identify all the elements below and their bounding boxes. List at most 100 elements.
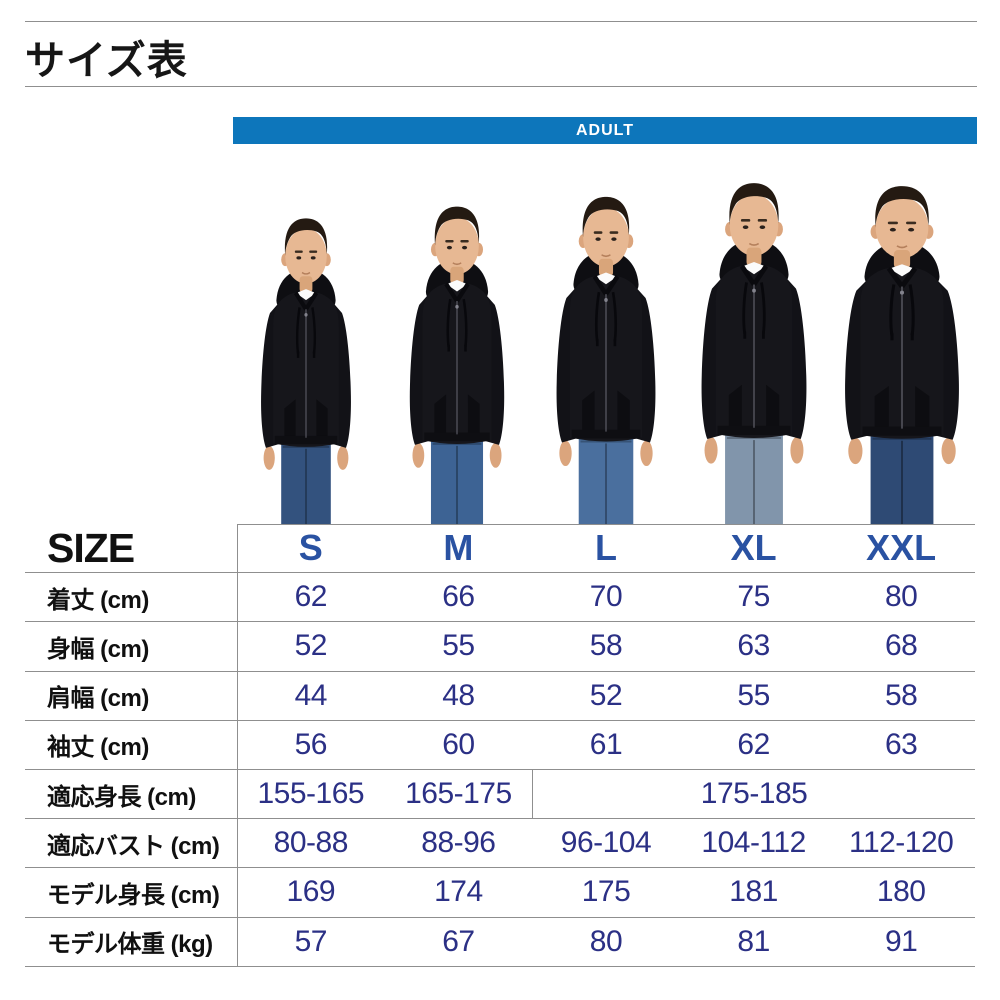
adult-banner: ADULT [233,117,977,144]
row-1-cell-0: 52 [237,622,385,672]
row-6-cell-2: 175 [532,868,680,918]
row-label-0: 着丈 (cm) [25,573,237,623]
row-3-cell-4: 63 [827,721,975,770]
row-0-cell-0: 62 [237,573,385,623]
row-5-cell-4-text: 112-120 [848,826,954,860]
row-6-cell-2-text: 175 [581,875,631,909]
row-4-cell-0-text: 155-165 [257,777,365,811]
row-label-3: 袖丈 (cm) [25,721,237,770]
row-0-cell-0-text: 62 [294,580,328,614]
model-photo-xl [684,176,824,524]
row-6-cell-3-text: 181 [729,875,778,909]
row-2-cell-2: 52 [532,672,680,721]
size-column-m-text: M [443,527,474,569]
row-7-cell-2-text: 80 [589,924,623,958]
size-column-s: S [237,524,385,574]
row-0-cell-2-text: 70 [589,580,623,614]
row-label-1: 身幅 (cm) [25,622,237,672]
row-7-cell-4-text: 91 [884,924,918,958]
row-5-cell-4: 112-120 [827,819,975,869]
row-4-cell-0: 155-165 [237,770,385,820]
row-6-cell-1-text: 174 [434,875,483,909]
row-7-cell-1-text: 67 [442,924,475,958]
row-1-cell-3: 63 [679,622,828,672]
row-label-1-text: 身幅 (cm) [47,635,149,663]
row-label-6-text: モデル身長 (cm) [47,881,220,909]
size-table: SIZE S M L XL XXL 着丈 (cm) 62 66 70 75 80 身幅 (cm) 52 55… [25,524,975,967]
row-5-cell-0: 80-88 [237,819,385,869]
row-2-cell-1-text: 48 [442,678,475,712]
row-7-cell-3-text: 81 [737,924,770,958]
adult-banner-label: ADULT [575,121,635,139]
row-1-cell-0-text: 52 [294,629,328,663]
row-7-cell-0: 57 [237,918,385,967]
row-label-0-text: 着丈 (cm) [47,586,149,614]
row-0-cell-4-text: 80 [884,580,918,614]
size-column-s-text: S [298,527,323,569]
row-0-cell-4: 80 [827,573,975,623]
size-header-label: SIZE [25,524,237,574]
row-7-cell-1: 67 [384,918,533,967]
row-2-cell-4: 58 [827,672,975,721]
row-5-cell-2: 96-104 [532,819,680,869]
row-label-2-text: 肩幅 (cm) [47,685,149,713]
row-6-cell-4-text: 180 [876,875,926,909]
row-1-cell-2-text: 58 [589,629,623,663]
table-label-divider [237,524,238,967]
size-column-l-text: L [594,527,617,569]
row-2-cell-0-text: 44 [294,678,328,712]
row-6-cell-1: 174 [384,868,533,918]
size-column-l: L [532,524,680,574]
row-2-cell-1: 48 [384,672,533,721]
top-rule [25,21,977,22]
row-label-5: 適応バスト (cm) [25,819,237,869]
row-label-2: 肩幅 (cm) [25,672,237,721]
model-photo-s [246,212,366,524]
row-3-cell-3-text: 62 [737,727,770,761]
row-1-cell-2: 58 [532,622,680,672]
row-3-cell-4-text: 63 [884,727,918,761]
row-label-7-text: モデル体重 (kg) [47,931,213,959]
size-column-m: M [384,524,533,574]
row-3-cell-1-text: 60 [442,727,475,761]
size-column-xl: XL [679,524,828,574]
row-7-cell-0-text: 57 [294,924,328,958]
row-0-cell-3-text: 75 [737,580,770,614]
row-3-cell-0-text: 56 [294,727,328,761]
row-5-cell-3: 104-112 [679,819,828,869]
row-3-cell-2-text: 61 [589,727,623,761]
row-2-cell-3: 55 [679,672,828,721]
row-label-3-text: 袖丈 (cm) [47,734,149,762]
row-7-cell-3: 81 [679,918,828,967]
size-column-xxl-text: XXL [866,527,937,569]
row-label-5-text: 適応バスト (cm) [47,832,220,860]
row-5-cell-0-text: 80-88 [273,826,349,860]
photo-baseline-rule [237,524,975,525]
title-bottom-rule [25,86,977,87]
row-7-cell-2: 80 [532,918,680,967]
row-2-cell-2-text: 52 [589,678,623,712]
row-5-cell-3-text: 104-112 [701,826,806,860]
page-title: サイズ表 [25,39,188,83]
row-4-cell-2-text: 175-185 [700,777,808,811]
row-0-cell-2: 70 [532,573,680,623]
model-photo-xxl [826,179,977,524]
row-5-cell-1-text: 88-96 [421,826,496,860]
row-2-cell-4-text: 58 [884,678,918,712]
row-1-cell-4: 68 [827,622,975,672]
row-7-cell-4: 91 [827,918,975,967]
row-label-4: 適応身長 (cm) [25,770,237,820]
row-6-cell-3: 181 [679,868,828,918]
row-0-cell-1-text: 66 [442,580,475,614]
row-6-cell-4: 180 [827,868,975,918]
size-header-label-text: SIZE [47,524,135,571]
row-6-cell-0-text: 169 [286,875,336,909]
row-5-cell-2-text: 96-104 [560,826,652,860]
row-1-cell-4-text: 68 [884,629,918,663]
row-3-cell-1: 60 [384,721,533,770]
size-column-xl-text: XL [730,527,777,569]
row-1-cell-1-text: 55 [442,629,475,663]
row-5-cell-1: 88-96 [384,819,533,869]
row-4-cell-1: 165-175 [384,770,533,820]
row-0-cell-1: 66 [384,573,533,623]
